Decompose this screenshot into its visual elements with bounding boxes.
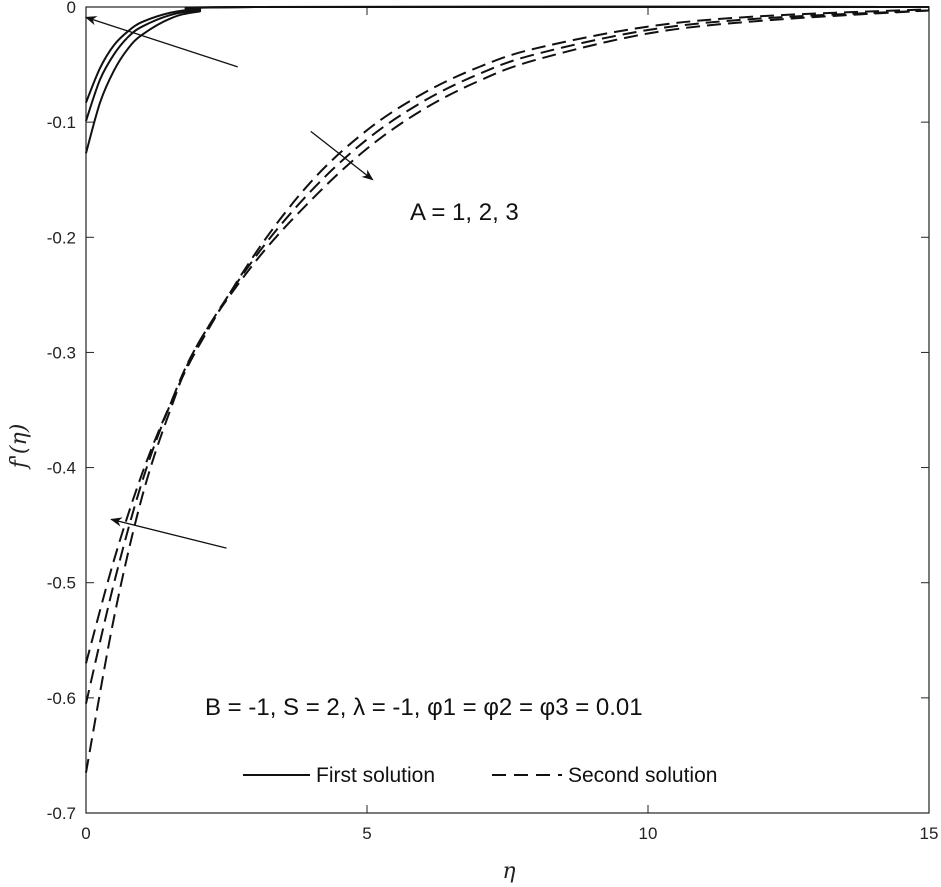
y-tick-label: -0.2 xyxy=(47,228,76,247)
first-solution-line-1 xyxy=(85,5,930,103)
x-axis-title: η xyxy=(502,859,515,884)
y-tick-label: -0.1 xyxy=(47,113,76,132)
second-solution-line-3 xyxy=(85,9,930,773)
x-tick-label: 10 xyxy=(639,824,658,843)
second-solution-line-1 xyxy=(85,8,930,664)
y-tick-label: -0.7 xyxy=(47,804,76,823)
annotation-arrow xyxy=(310,130,374,181)
second-solution-line-2 xyxy=(85,9,930,704)
y-tick-label: 0 xyxy=(67,0,76,17)
x-tick-label: 5 xyxy=(362,824,371,843)
plot-border xyxy=(85,6,930,814)
y-tick-label: -0.5 xyxy=(47,574,76,593)
y-tick-label: -0.3 xyxy=(47,343,76,362)
axis-ticks xyxy=(85,6,930,814)
tick-labels: 0 5 10 15 0 -0.1 -0.2 -0.3 -0.4 -0.5 -0.6 -0.7 xyxy=(47,0,939,843)
arrow-layer xyxy=(84,16,374,549)
annotation-arrow xyxy=(84,16,238,68)
annotation-arrow xyxy=(110,517,227,549)
legend: First solution Second solution xyxy=(243,764,717,787)
legend-second-label: Second solution xyxy=(568,764,717,787)
first-solution-line-2 xyxy=(85,5,930,122)
x-tick-label: 0 xyxy=(81,824,90,843)
annotation-params: B = -1, S = 2, λ = -1, φ1 = φ2 = φ3 = 0.… xyxy=(205,694,643,721)
first-solution-line-3 xyxy=(85,5,930,154)
series-layer xyxy=(85,5,930,773)
plot-frame xyxy=(85,6,930,814)
annotation-param-a: A = 1, 2, 3 xyxy=(410,199,519,226)
y-axis-title: f'(η) xyxy=(7,424,32,471)
y-tick-label: -0.4 xyxy=(47,459,76,478)
legend-first-label: First solution xyxy=(316,764,435,787)
x-tick-label: 15 xyxy=(920,824,939,843)
y-tick-label: -0.6 xyxy=(47,689,76,708)
